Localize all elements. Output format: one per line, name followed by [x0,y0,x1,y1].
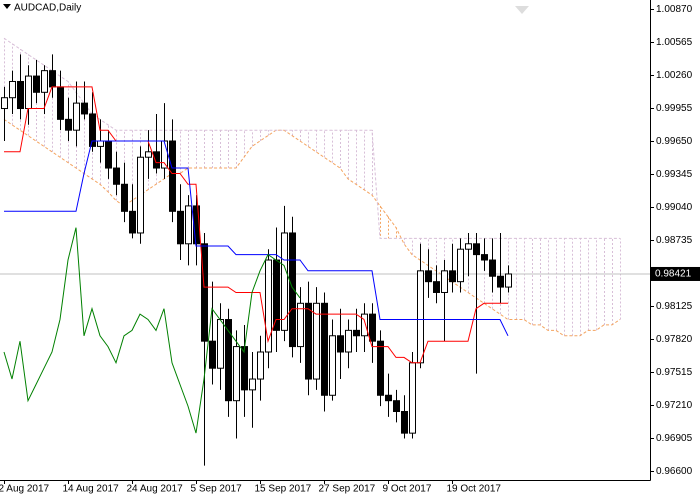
candle-body [345,329,352,353]
menu-triangle[interactable] [3,4,11,9]
y-tick-label: 0.97210 [656,400,693,411]
candle-body [9,80,16,99]
candle-body [457,248,464,283]
candle-body [241,346,248,391]
candle-body [201,243,208,342]
candle-body [41,70,48,93]
candle-body [321,302,328,396]
candle-body [81,102,88,115]
candle-body [353,329,360,337]
candle-body [361,313,368,337]
scroll-indicator[interactable] [515,6,529,14]
chart-title: AUDCAD,Daily [14,3,81,14]
candle-body [289,232,296,348]
y-tick-label: 0.99955 [656,103,693,114]
candle-body [481,254,488,261]
candle-body [1,97,8,110]
candle-body [249,378,256,391]
y-tick-label: 0.98735 [656,235,693,246]
candle-body [377,340,384,396]
candle-body [185,205,192,245]
candle-body [209,340,216,369]
candle-body [153,151,160,169]
candle-body [217,319,224,369]
candle-body [425,270,432,283]
y-tick-label: 0.97820 [656,334,693,345]
candle-body [17,80,24,110]
indicator-line [3,227,301,434]
y-tick-label: 1.00260 [656,70,693,81]
candle-body [449,270,456,283]
candle-body [33,75,40,93]
candle-body [265,259,272,353]
candle-body [57,86,64,120]
current-price-box [651,266,700,281]
candle-body [369,313,376,342]
candle-body [137,156,144,234]
candle-body [105,140,112,169]
y-tick-label: 0.98125 [656,301,693,312]
candle-body [329,335,336,396]
candle-body [473,243,480,256]
x-tick-label: 14 Aug 2017 [63,484,120,495]
y-tick-label: 1.00870 [656,4,693,15]
candle-body [441,270,448,293]
candle-body [65,118,72,131]
candle-body [121,183,128,212]
candle-body [225,319,232,402]
candle-body [465,243,472,250]
candle-body [417,270,424,364]
x-tick-label: 24 Aug 2017 [127,484,184,495]
x-tick-label: 2 Aug 2017 [0,484,50,495]
x-tick-label: 27 Sep 2017 [319,484,376,495]
candle-body [49,70,56,88]
candle-body [89,113,96,147]
candle-body [169,140,176,212]
candle-body [257,351,264,380]
candle-body [489,259,496,277]
candle-body [297,302,304,348]
candle-body [385,394,392,402]
candle-body [401,411,408,434]
candle-body [505,273,512,288]
candle-body [177,210,184,245]
candle-body [73,102,80,131]
y-tick-label: 1.00565 [656,37,693,48]
candle-body [497,275,504,288]
x-tick-label: 5 Sep 2017 [191,484,243,495]
x-tick-label: 15 Sep 2017 [255,484,312,495]
x-tick-label: 19 Oct 2017 [447,484,502,495]
candle-body [313,302,320,380]
candle-body [25,75,32,110]
candle-body [129,210,136,234]
candle-body [433,281,440,293]
y-tick-label: 0.99650 [656,136,693,147]
y-tick-label: 0.99040 [656,202,693,213]
y-tick-label: 0.96905 [656,433,693,444]
plot-area [0,37,650,466]
candle-body [113,167,120,185]
y-tick-label: 0.96600 [656,466,693,477]
candle-body [281,232,288,331]
cloud-span [3,37,620,239]
y-tick-label: 0.97515 [656,367,693,378]
candle-body [145,151,152,158]
candle-body [97,140,104,147]
x-tick-label: 9 Oct 2017 [383,484,432,495]
candle-body [233,346,240,402]
current-price-label: 0.98421 [655,269,692,280]
candle-body [393,400,400,413]
candle-body [305,302,312,380]
candle-body [337,335,344,353]
y-tick-label: 0.99345 [656,169,693,180]
indicator-line [4,86,508,364]
indicator-line [4,140,509,337]
candle-body [409,362,416,434]
cloud-span [3,118,621,337]
